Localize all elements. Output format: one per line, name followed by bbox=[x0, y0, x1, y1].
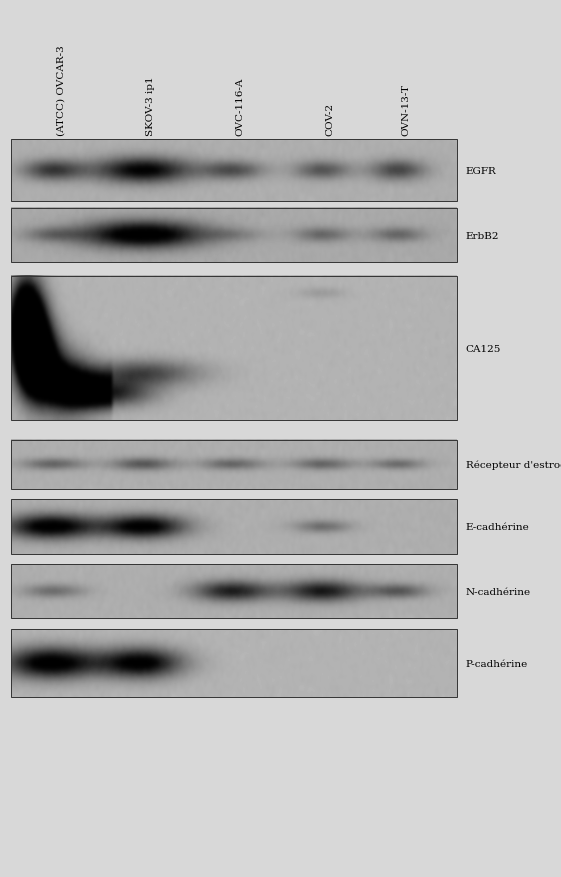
Bar bbox=[11, 630, 457, 697]
Text: Récepteur d'estrogène: Récepteur d'estrogène bbox=[466, 460, 561, 469]
Bar bbox=[11, 565, 457, 618]
Text: COV-2: COV-2 bbox=[325, 103, 334, 136]
Text: SKOV-3 ip1: SKOV-3 ip1 bbox=[146, 76, 155, 136]
Text: E-cadhérine: E-cadhérine bbox=[466, 523, 530, 531]
Bar bbox=[11, 209, 457, 263]
Text: P-cadhérine: P-cadhérine bbox=[466, 659, 528, 668]
Text: OVN-13-T: OVN-13-T bbox=[401, 84, 410, 136]
Bar bbox=[11, 140, 457, 202]
Bar bbox=[11, 276, 457, 421]
Text: N-cadhérine: N-cadhérine bbox=[466, 587, 531, 596]
Bar bbox=[11, 440, 457, 489]
Text: (ATCC) OVCAR-3: (ATCC) OVCAR-3 bbox=[56, 46, 65, 136]
Text: EGFR: EGFR bbox=[466, 167, 496, 175]
Bar bbox=[11, 500, 457, 554]
Text: ErbB2: ErbB2 bbox=[466, 232, 499, 240]
Text: CA125: CA125 bbox=[466, 344, 501, 353]
Text: OVC-116-A: OVC-116-A bbox=[236, 78, 245, 136]
